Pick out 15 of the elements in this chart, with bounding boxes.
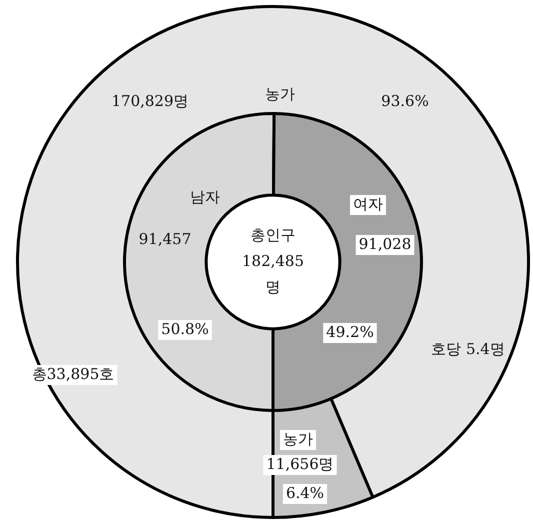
text: 50.8%: [161, 320, 209, 338]
text: 호당 5.4명: [431, 340, 505, 358]
data-label: 91,028: [358, 234, 412, 253]
slice-label: 농가: [283, 430, 313, 448]
slice-label: 남자: [190, 188, 220, 206]
slice-label: 농가: [265, 84, 295, 103]
text: 총인구 182,485 명: [242, 226, 304, 296]
data-label: 170,829명: [111, 92, 189, 110]
data-label: 11,656명: [266, 454, 334, 473]
text: 6.4%: [286, 484, 324, 502]
data-label: 91,457: [138, 230, 192, 248]
text: 총33,895호: [32, 364, 114, 383]
text: 93.6%: [381, 92, 429, 110]
text: 49.2%: [326, 322, 374, 341]
slice-label: 여자: [353, 194, 383, 213]
